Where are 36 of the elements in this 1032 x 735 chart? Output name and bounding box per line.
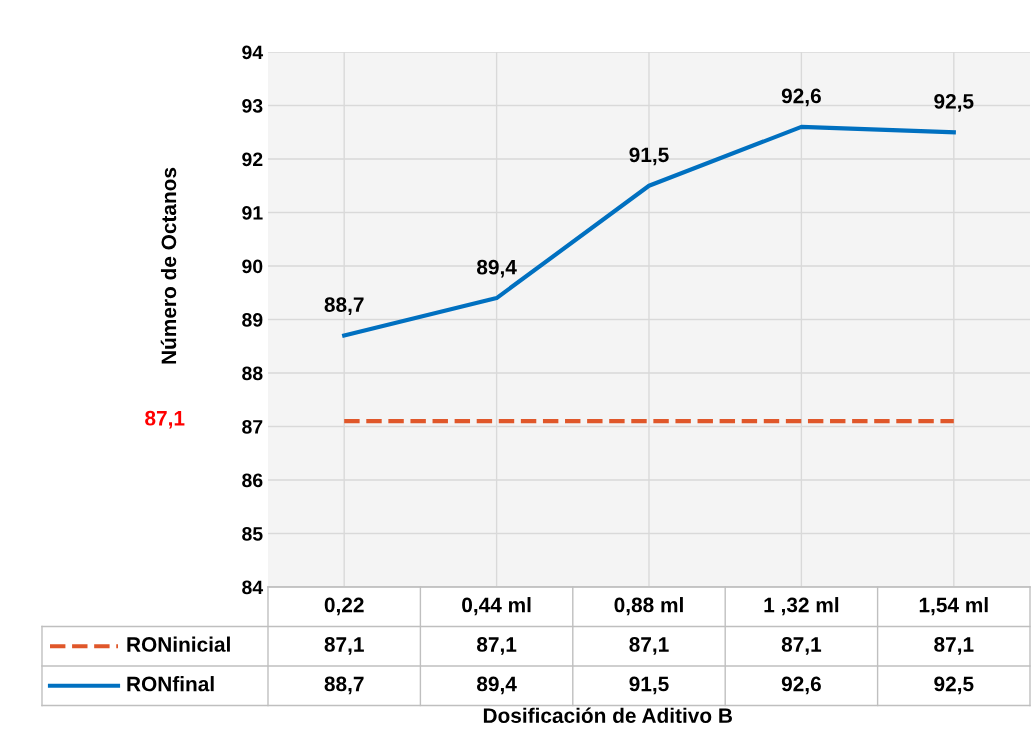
text: 92,5 bbox=[934, 93, 974, 112]
x-tick-label: 1,54 ml bbox=[919, 597, 988, 616]
x-tick-label: 0,88 ml bbox=[614, 597, 683, 616]
data-label: 87,1 bbox=[476, 637, 517, 655]
y-tick-label: 86 bbox=[242, 473, 263, 488]
y-tick-label: 92 bbox=[242, 152, 263, 167]
text: 92,6 bbox=[781, 88, 821, 107]
data-label: 92,5 bbox=[934, 676, 974, 695]
text: 87,1 bbox=[145, 410, 185, 429]
y-tick-label: 90 bbox=[242, 259, 263, 274]
x-tick-label: 1 ,32 ml bbox=[764, 597, 839, 616]
data-label: 87,1 bbox=[781, 637, 822, 655]
y-tick-label: 89 bbox=[242, 312, 263, 327]
data-label: 87,1 bbox=[934, 637, 974, 655]
y-tick-label: 91 bbox=[242, 205, 263, 220]
data-label: 87,1 bbox=[629, 637, 669, 655]
data-label: 92,6 bbox=[781, 676, 821, 695]
y-tick-label: 84 bbox=[242, 580, 264, 595]
x-tick-label: 0,44 ml bbox=[462, 597, 531, 616]
y-tick-label: 88 bbox=[242, 366, 263, 381]
text: 91,5 bbox=[629, 147, 669, 166]
text: 88,7 bbox=[324, 297, 364, 316]
x-axis-title: Dosificación de Aditivo B bbox=[483, 707, 732, 724]
y-tick-label: 94 bbox=[242, 45, 264, 60]
y-tick-label: 85 bbox=[242, 526, 263, 541]
y-axis-title: Número de Octanos bbox=[160, 167, 177, 364]
data-label: 87,1 bbox=[324, 637, 364, 655]
y-tick-label: 87 bbox=[242, 419, 263, 434]
x-tick-label: 0,22 bbox=[324, 597, 364, 616]
data-label: 89,4 bbox=[476, 676, 517, 695]
legend-label: RONfinal bbox=[127, 676, 214, 692]
data-label: 88,7 bbox=[324, 676, 364, 695]
data-label: 91,5 bbox=[629, 676, 669, 695]
legend-label: RONinicial bbox=[127, 636, 230, 652]
text: 89,4 bbox=[476, 259, 517, 278]
y-tick-label: 93 bbox=[242, 98, 263, 113]
